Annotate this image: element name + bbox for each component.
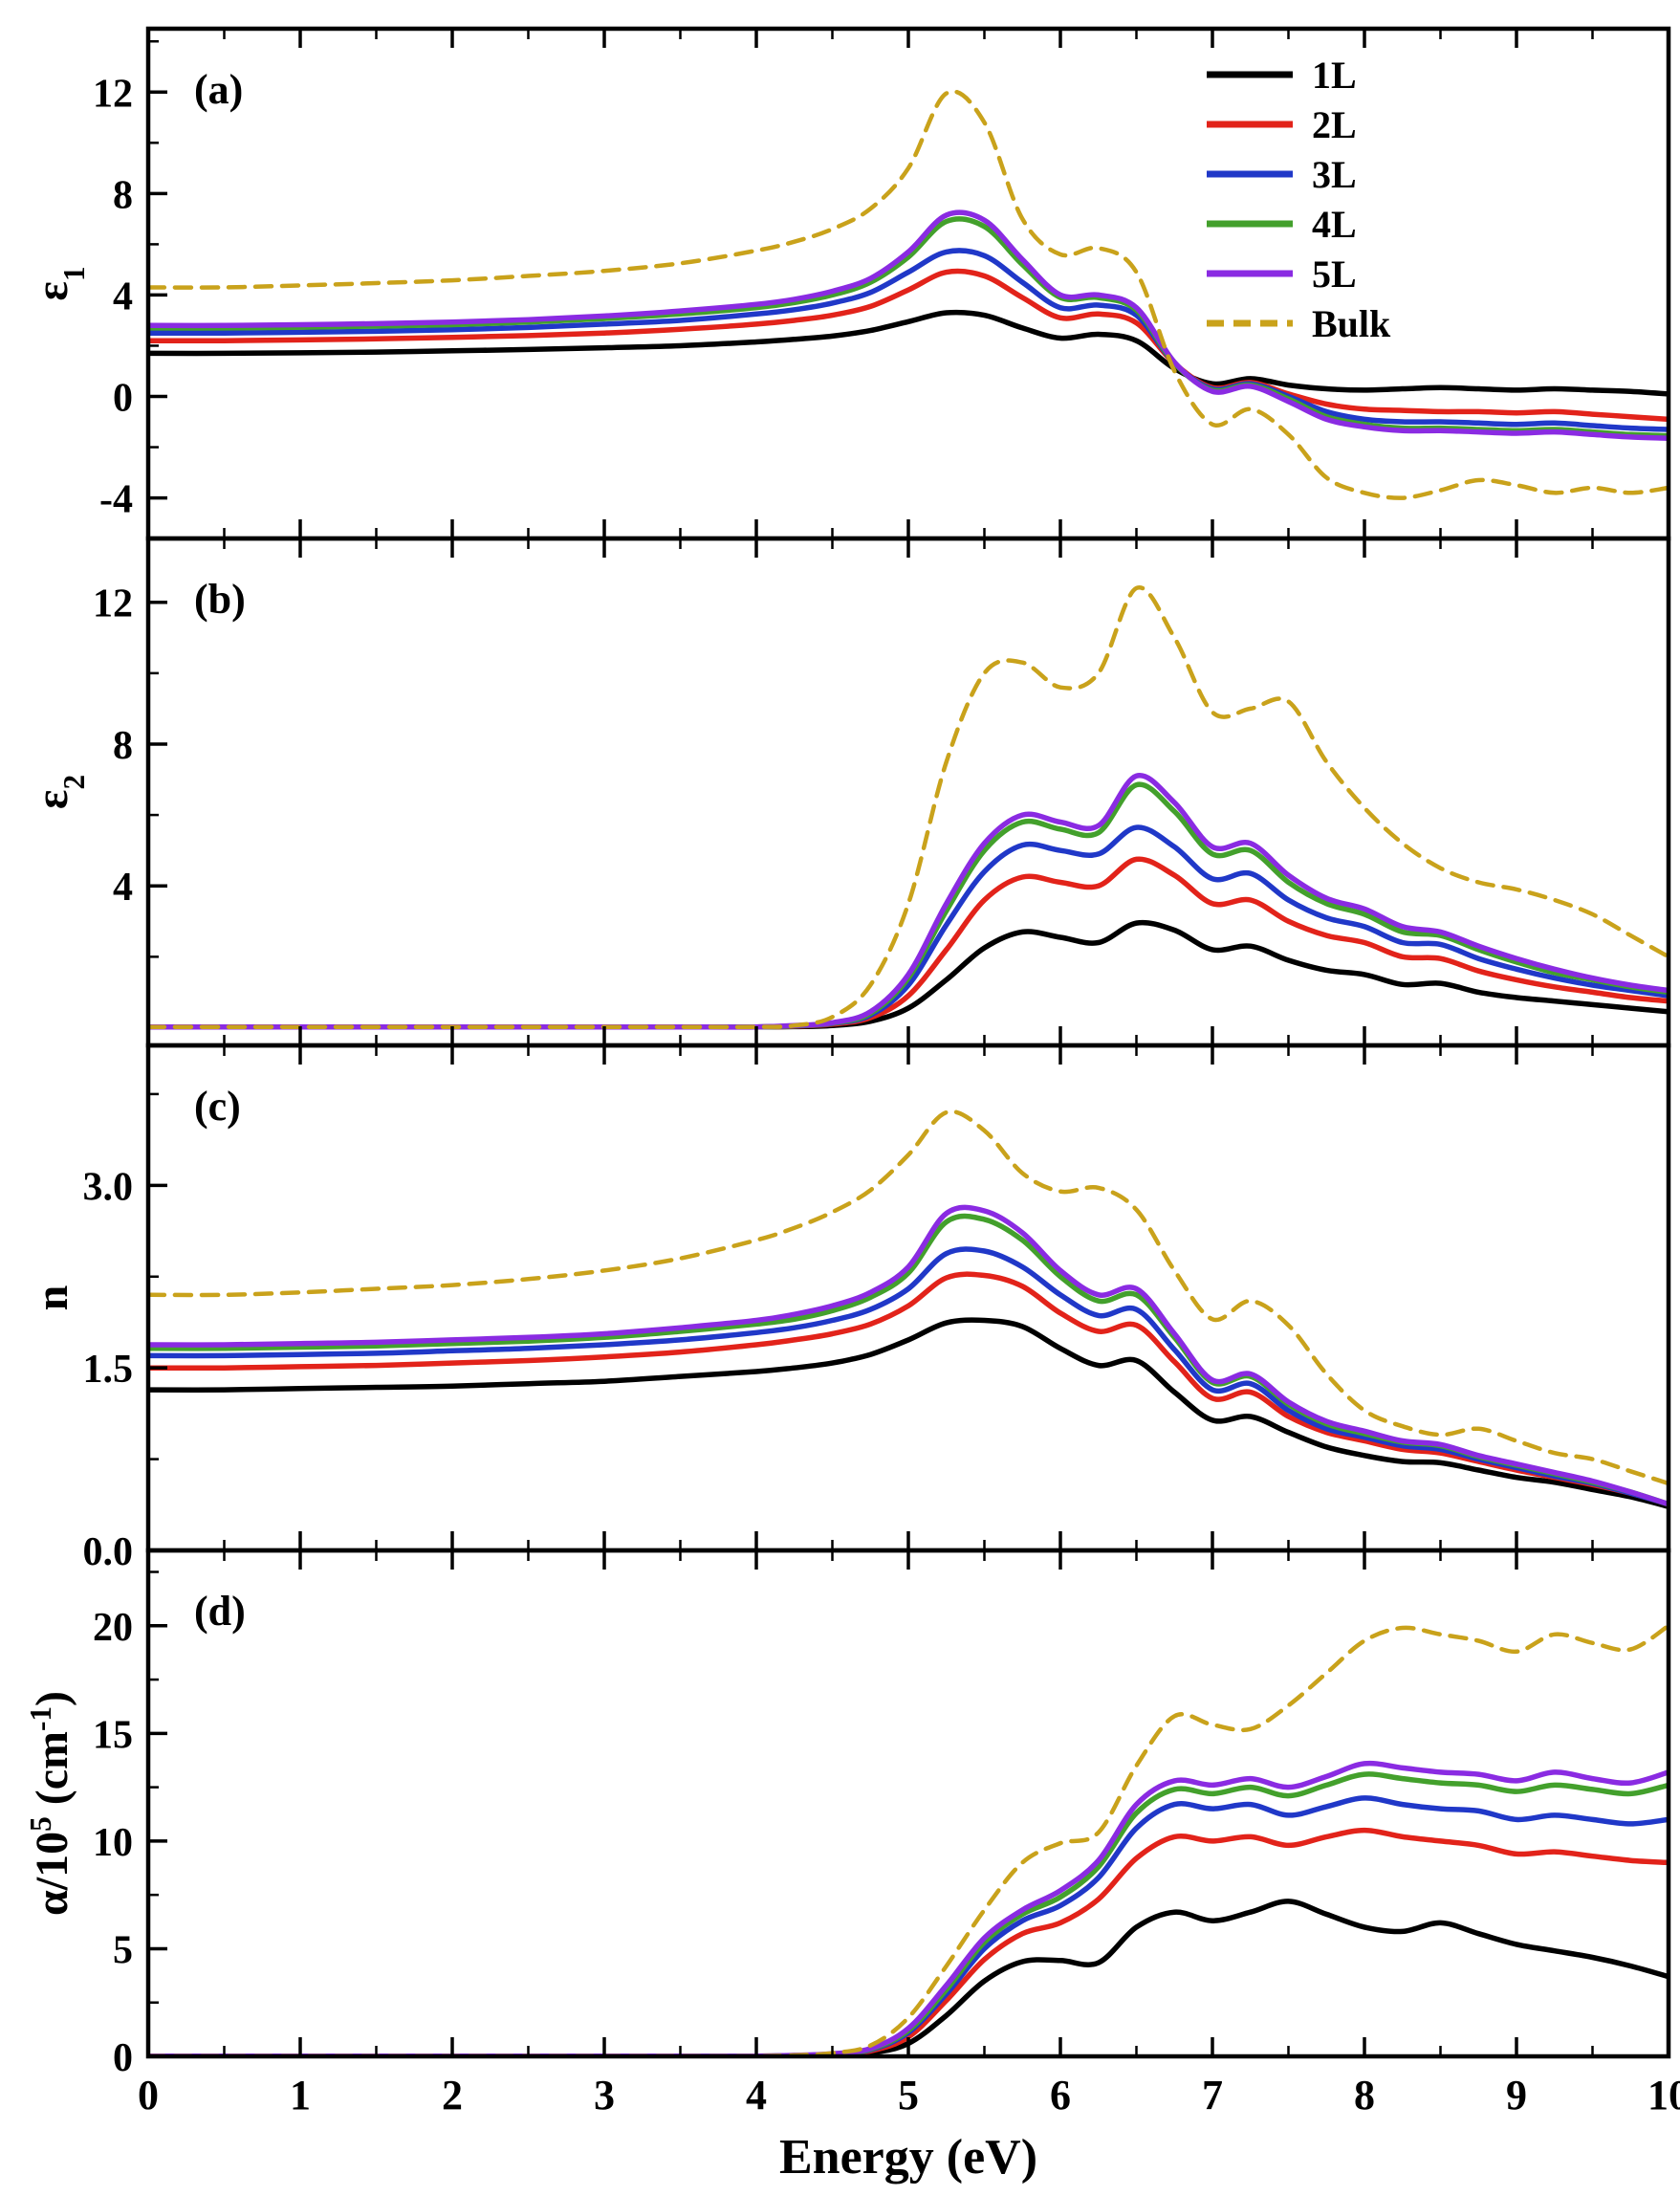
- y-tick-label-d: 5: [113, 1928, 133, 1972]
- panel-b-letter: (b): [194, 576, 246, 623]
- curve-4l-panel-d: [150, 1771, 1667, 2054]
- x-tick-label: 6: [1050, 2072, 1071, 2119]
- panel-c-letter: (c): [194, 1083, 241, 1130]
- x-tick-label: 5: [898, 2072, 919, 2119]
- curve-3l-panel-d: [150, 1795, 1667, 2054]
- y-tick-label-c: 1.5: [83, 1348, 134, 1392]
- panel-b-frame: [145, 536, 1671, 1048]
- y-tick-label-c: 3.0: [83, 1165, 134, 1209]
- legend-label-4l: 4L: [1312, 203, 1357, 246]
- panel-c-frame: [145, 1043, 1671, 1553]
- curve-3l-panel-c: [150, 1246, 1667, 1506]
- y-tick-label-a: 8: [113, 173, 133, 217]
- curve-1l-panel-c: [150, 1317, 1667, 1509]
- x-tick-label: 4: [746, 2072, 767, 2119]
- y-axis-label-c: n: [27, 1285, 77, 1311]
- panel-b: 4 8 12 (b) ε2: [27, 536, 1671, 1048]
- curve-5l-panel-a: [150, 209, 1667, 441]
- curve-bulk-panel-a: [150, 89, 1667, 500]
- panel-d: 0 5 10 15 20 (d) α/105 (cm-1): [24, 1548, 1671, 2080]
- curve-bulk-panel-b: [150, 585, 1667, 1030]
- curve-3l-panel-a: [150, 248, 1667, 432]
- curve-5l-panel-c: [150, 1204, 1667, 1506]
- x-axis-label: Energy (eV): [779, 2130, 1037, 2185]
- x-tick-label: 7: [1202, 2072, 1223, 2119]
- y-tick-label-d: 15: [93, 1713, 133, 1757]
- x-tick-label: 3: [594, 2072, 615, 2119]
- curve-1l-panel-d: [150, 1899, 1667, 2054]
- curve-5l-panel-d: [150, 1760, 1667, 2054]
- curve-1l-panel-a: [150, 309, 1667, 397]
- panel-d-letter: (d): [194, 1588, 246, 1635]
- legend-label-3l: 3L: [1312, 153, 1357, 196]
- curve-4l-panel-b: [150, 781, 1667, 1030]
- panel-a-letter: (a): [194, 66, 243, 113]
- y-tick-label-b: 8: [113, 724, 133, 768]
- x-tick-label: 2: [442, 2072, 463, 2119]
- curve-2l-panel-d: [150, 1827, 1667, 2054]
- y-tick-label-d: 0: [113, 2036, 133, 2080]
- legend-label-bulk: Bulk: [1312, 302, 1391, 345]
- x-tick-label: 0: [138, 2072, 159, 2119]
- curve-2l-panel-a: [150, 268, 1667, 423]
- panel-d-frame: [145, 1548, 1671, 2059]
- y-tick-label-a: 4: [113, 274, 133, 318]
- y-tick-label-a: 12: [93, 72, 133, 116]
- y-tick-label-a: -4: [99, 478, 133, 522]
- y-axis-label-b: ε2: [27, 775, 91, 809]
- legend: 1L 2L 3L 4L 5L Bulk: [1207, 54, 1391, 345]
- panel-c: 0.0 1.5 3.0 (c) n: [27, 1043, 1671, 1574]
- legend-label-2l: 2L: [1312, 103, 1357, 146]
- y-tick-label-d: 10: [93, 1821, 133, 1865]
- y-tick-label-d: 20: [93, 1606, 133, 1650]
- x-tick-label: 1: [290, 2072, 311, 2119]
- curve-bulk-panel-c: [150, 1109, 1667, 1485]
- y-tick-label-b: 12: [93, 582, 133, 626]
- y-axis-label-d: α/105 (cm-1): [24, 1691, 78, 1916]
- y-tick-label-b: 4: [113, 866, 133, 910]
- y-tick-label-a: 0: [113, 377, 133, 421]
- y-axis-label-a: ε1: [27, 266, 91, 300]
- legend-label-5l: 5L: [1312, 253, 1357, 296]
- y-tick-label-c: 0.0: [83, 1530, 134, 1574]
- legend-label-1l: 1L: [1312, 54, 1357, 97]
- x-tick-label: 9: [1506, 2072, 1527, 2119]
- x-tick-label: 8: [1354, 2072, 1375, 2119]
- curve-2l-panel-c: [150, 1271, 1667, 1506]
- panel-a: -4 0 4 8 12 (a) ε1: [27, 26, 1671, 541]
- x-tick-label: 10: [1647, 2072, 1680, 2119]
- curve-bulk-panel-d: [150, 1624, 1667, 2054]
